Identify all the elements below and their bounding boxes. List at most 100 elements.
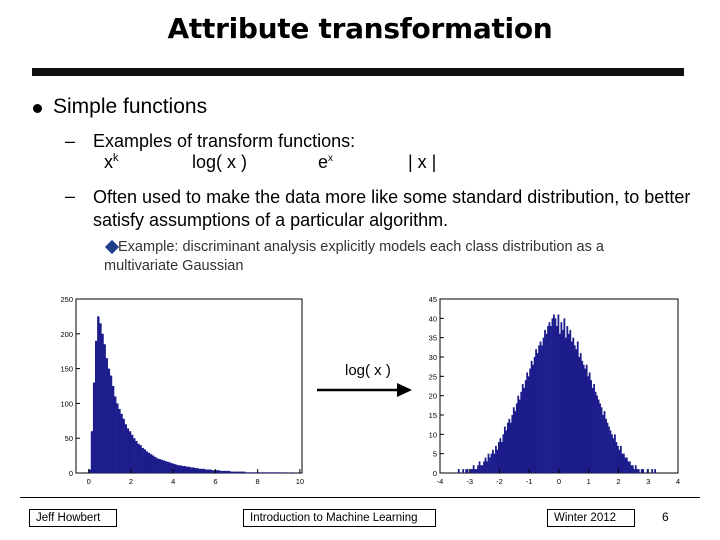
histogram-bar (602, 415, 604, 473)
sub-bullet-examples: Examples of transform functions: (93, 131, 356, 151)
footer-author: Jeff Howbert (29, 509, 117, 527)
histogram-bar (618, 449, 621, 473)
histogram-bar (173, 463, 176, 473)
histogram-bar (551, 318, 554, 473)
histogram-bar (492, 449, 494, 473)
histogram-bar (213, 470, 216, 473)
histogram-bar (219, 470, 223, 473)
y-tick-label: 30 (429, 353, 437, 362)
histogram-bar (636, 469, 639, 473)
histogram-bar (228, 470, 231, 473)
histogram-bar (505, 430, 508, 473)
histogram-bar (137, 443, 140, 473)
y-tick-label: 200 (60, 330, 73, 339)
histogram-bar (487, 453, 490, 473)
y-tick-label: 0 (69, 469, 73, 478)
histogram-bar (556, 326, 558, 473)
histogram-bar (603, 411, 606, 473)
histogram-bar (124, 424, 127, 473)
histogram-bar (457, 469, 460, 473)
histogram-bar (634, 465, 637, 473)
histogram-bar (462, 469, 465, 473)
histogram-bar (274, 472, 277, 473)
histogram-bar (230, 471, 233, 473)
histogram-bar (95, 340, 98, 473)
histogram-bar (611, 434, 613, 473)
histogram-bar (588, 372, 591, 473)
histogram-bar (651, 469, 654, 473)
histogram-bar (532, 364, 535, 473)
histogram-bar (560, 322, 563, 473)
title-rule (32, 68, 684, 76)
histogram-bar (171, 463, 174, 473)
histogram-bar (164, 461, 168, 473)
histogram-bar (181, 466, 185, 473)
x-tick-label: 2 (616, 477, 620, 486)
histogram-bar (548, 322, 551, 473)
histogram-bar (489, 457, 491, 473)
histogram-bar (499, 438, 502, 473)
histogram-bar (573, 345, 576, 473)
histogram-bar (606, 422, 609, 473)
histogram-bar (518, 399, 521, 473)
histogram-bar (550, 326, 552, 473)
histogram-bar (472, 465, 475, 473)
histogram-bar (276, 472, 280, 473)
histogram-bar (535, 349, 537, 473)
histogram-bar (566, 326, 569, 473)
function-e-power-x: ex (318, 152, 334, 172)
histogram-bar (526, 372, 529, 473)
x-tick-label: 2 (129, 477, 133, 486)
function-abs-x: | x | (408, 152, 437, 172)
histogram-bar (263, 472, 267, 473)
sub-bullet-distribution: Often used to make the data more like so… (93, 187, 691, 230)
histogram-bar (570, 341, 573, 473)
histogram-bar (192, 467, 195, 473)
histogram-bar (206, 469, 210, 473)
histogram-bar (627, 461, 630, 473)
histogram-bar (553, 314, 555, 473)
histogram-bar (486, 461, 488, 473)
histogram-bar (285, 472, 288, 473)
histogram-bar (630, 465, 633, 473)
histogram-bar (166, 461, 170, 473)
histogram-bar (625, 457, 628, 473)
histogram-bar (122, 418, 125, 473)
histogram-bar (152, 455, 155, 473)
histogram-bar (259, 472, 263, 473)
histogram-bar (128, 431, 132, 473)
histogram-bar (559, 333, 561, 473)
function-log-x: log( x ) (192, 152, 248, 172)
histogram-bar (615, 442, 618, 473)
histogram-bar (101, 333, 104, 473)
histogram-bar (483, 461, 485, 473)
histogram-bar (530, 360, 533, 473)
histogram-bar (253, 472, 256, 473)
histogram-bar (557, 314, 560, 473)
histogram-bar (545, 333, 548, 473)
histogram-bar (517, 395, 520, 473)
histogram-bar (633, 469, 636, 473)
x-tick-label: 3 (646, 477, 650, 486)
histogram-bar (202, 468, 206, 473)
histogram-bar (168, 462, 172, 473)
histogram-bar (608, 426, 610, 473)
histogram-bar (524, 380, 527, 473)
histogram-bar (139, 445, 142, 473)
histogram-bar (503, 426, 506, 473)
histogram-bar (646, 469, 649, 473)
histogram-bar (642, 469, 645, 473)
histogram-bar (582, 364, 585, 473)
arrow-right-icon (317, 382, 413, 403)
histogram-bar (268, 472, 271, 473)
histogram-bar (578, 357, 581, 473)
histogram-bar (561, 329, 564, 473)
histogram-bar (599, 403, 601, 473)
y-tick-label: 10 (429, 430, 437, 439)
histogram-bar (118, 408, 121, 473)
histogram-bar (187, 466, 191, 473)
histogram-bar (509, 422, 512, 473)
histogram-bar (194, 468, 197, 473)
y-tick-label: 15 (429, 411, 437, 420)
histogram-bar (223, 470, 227, 473)
